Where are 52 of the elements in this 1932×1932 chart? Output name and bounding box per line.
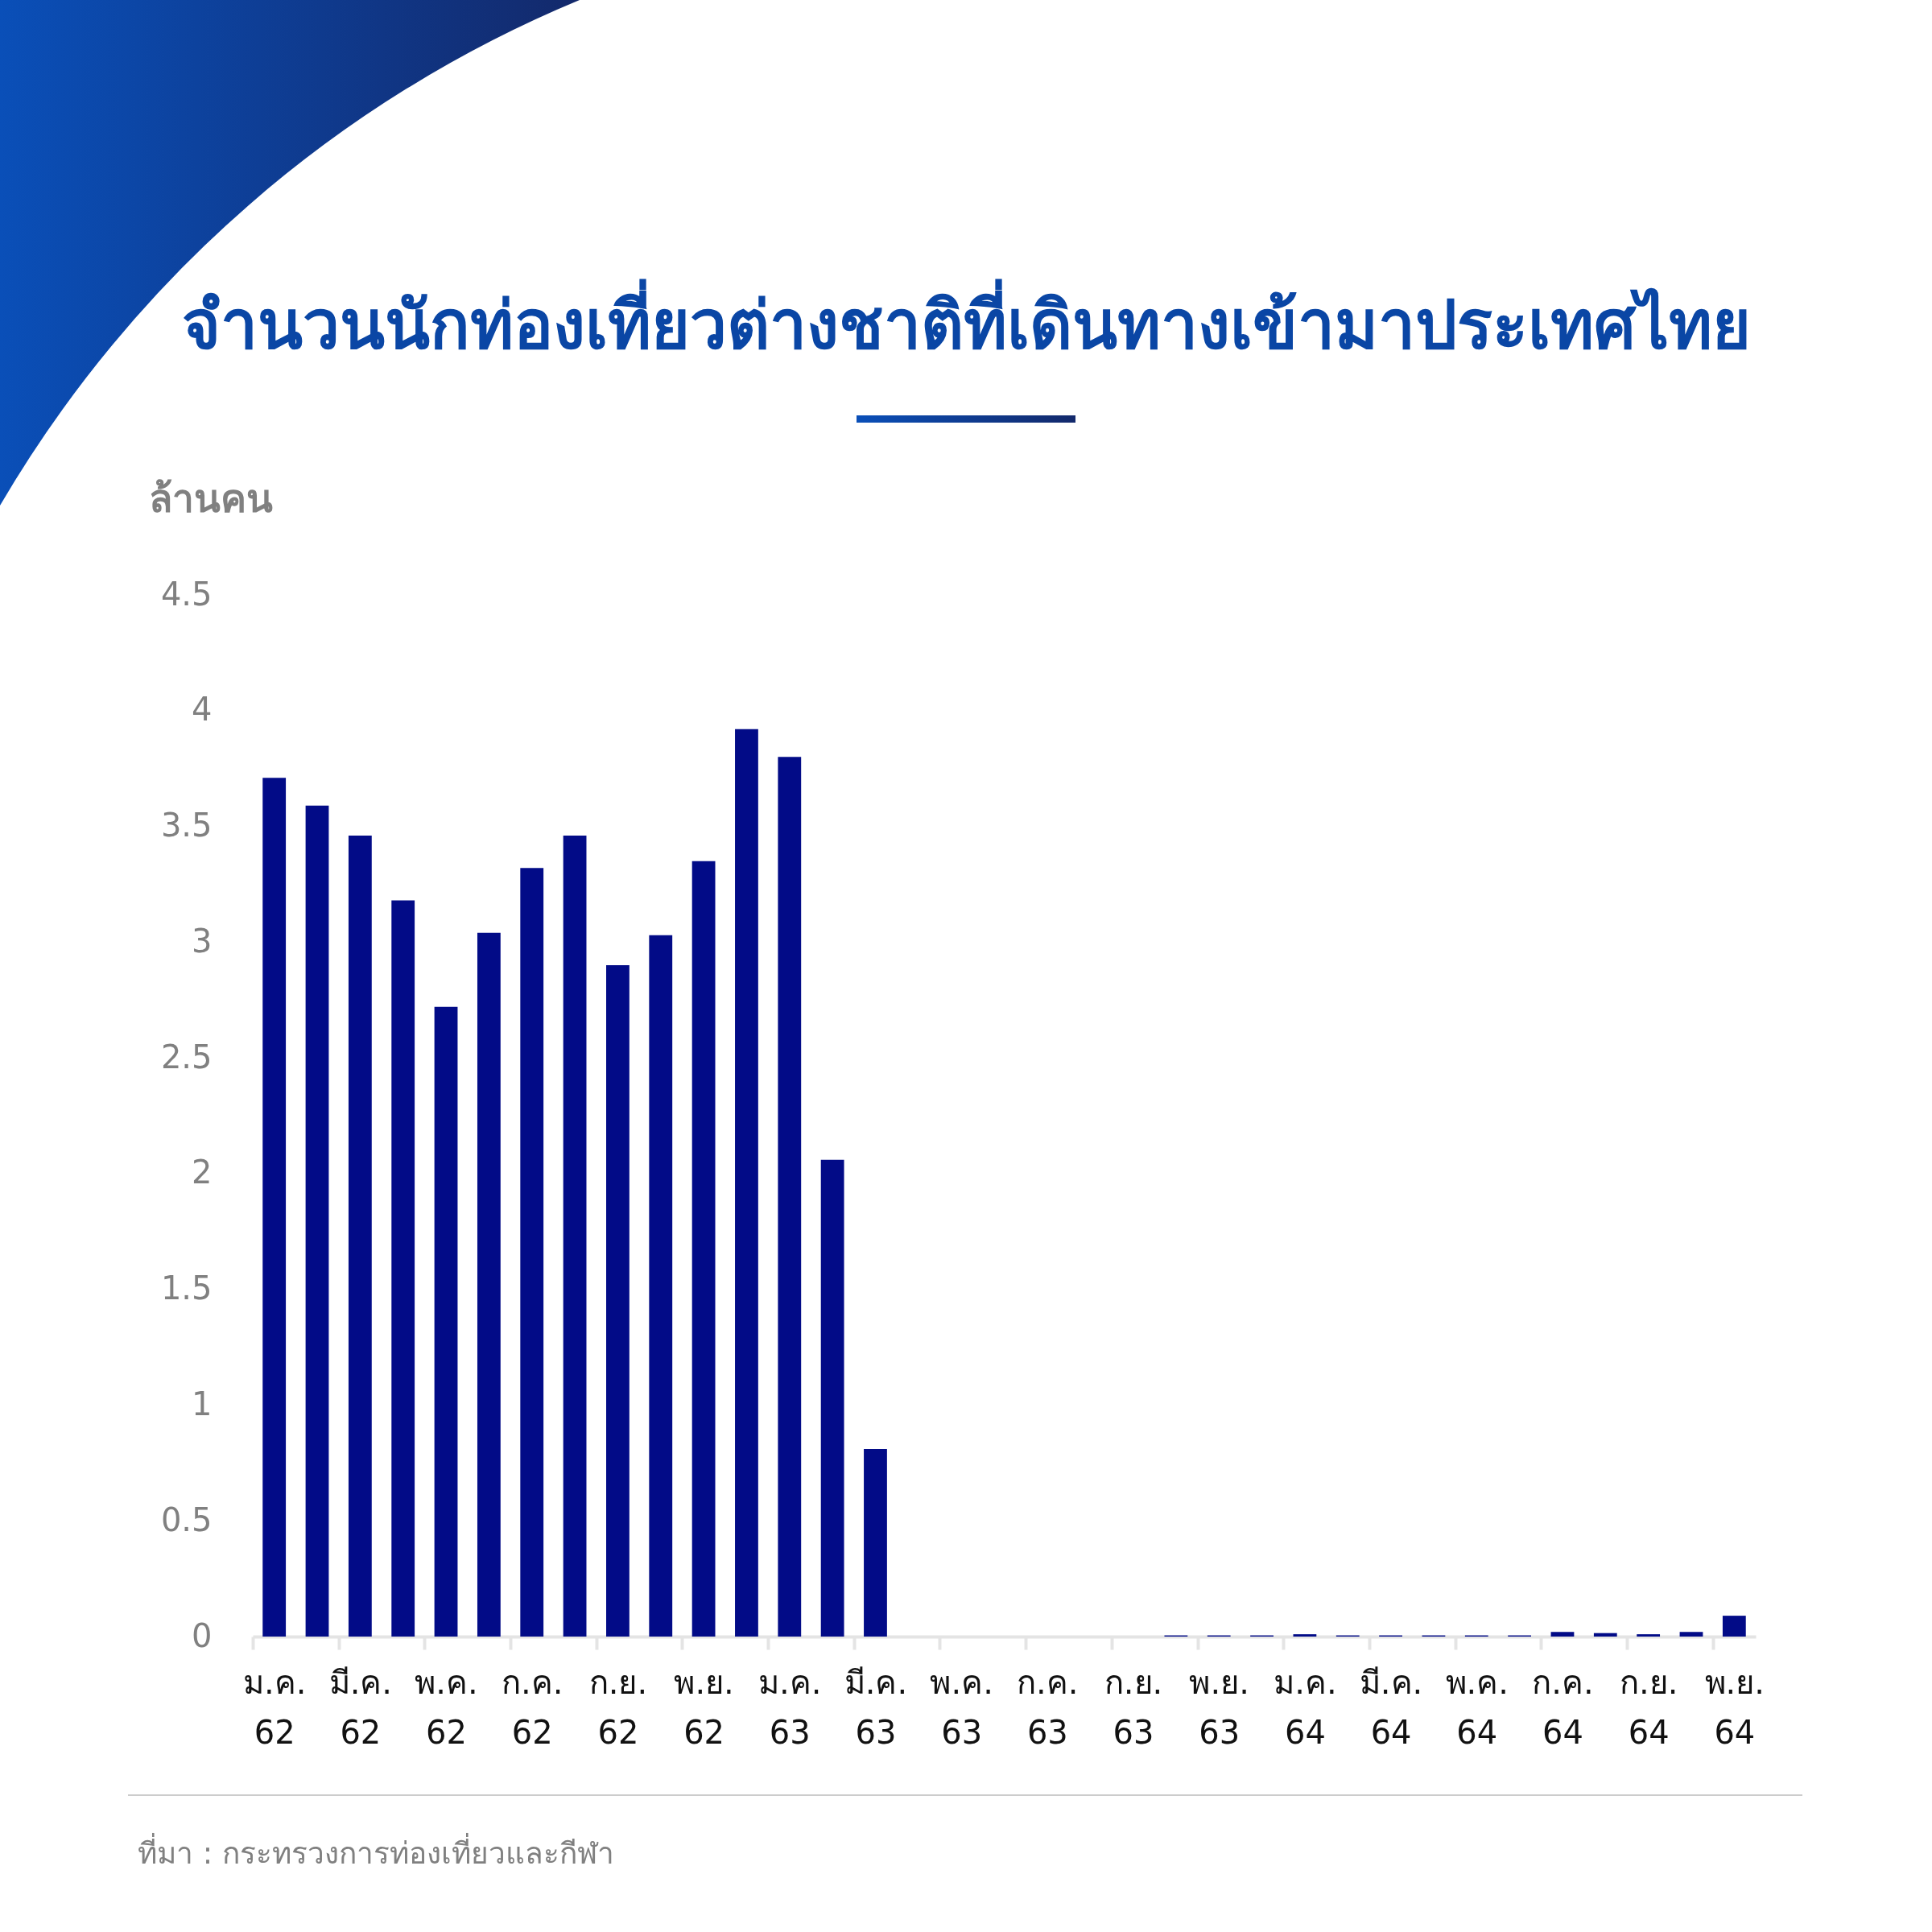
y-tick-label: 1: [192, 1385, 213, 1422]
x-tick-label: ม.ค. 63: [758, 1663, 822, 1751]
x-tick-label: พ.ย. 62: [674, 1663, 734, 1751]
bar: [262, 778, 287, 1637]
x-tick-label: พ.ค. 64: [1445, 1663, 1509, 1751]
bar: [1679, 1632, 1703, 1637]
bar: [606, 965, 630, 1637]
bar: [1550, 1632, 1575, 1637]
y-tick-label: 2.5: [160, 1038, 213, 1075]
bar: [1637, 1634, 1661, 1637]
x-tick-label: ก.ค. 63: [1017, 1663, 1079, 1751]
bar: [391, 900, 415, 1637]
bar: [1293, 1634, 1317, 1637]
bar: [735, 729, 758, 1637]
bar: [477, 932, 501, 1637]
bar: [778, 757, 802, 1637]
x-tick-label: พ.ย. 64: [1704, 1663, 1765, 1751]
y-tick-label: 0.5: [160, 1501, 213, 1538]
bar: [1722, 1616, 1746, 1637]
chart-title: จำนวนนักท่องเที่ยวต่างชาติที่เดินทางเข้ามาประเทศไทย: [180, 278, 1752, 365]
y-tick-label: 3: [192, 922, 213, 960]
bar: [520, 868, 544, 1637]
bar: [434, 1006, 458, 1637]
bar: [1593, 1633, 1617, 1637]
bar: [649, 935, 673, 1637]
bar: [348, 836, 372, 1637]
x-tick-label: ม.ค. 62: [242, 1663, 307, 1751]
x-tick-label: ก.ค. 62: [502, 1663, 564, 1751]
y-tick-label: 2: [192, 1154, 213, 1191]
y-tick-label: 3.5: [160, 807, 213, 844]
x-tick-label: มี.ค. 62: [328, 1663, 393, 1751]
x-tick-label: พ.ค. 63: [930, 1663, 993, 1751]
x-tick-label: มี.ค. 63: [844, 1663, 908, 1751]
y-tick-label: 1.5: [160, 1269, 213, 1307]
bar: [691, 861, 716, 1637]
bar: [563, 836, 587, 1637]
x-tick-label: พ.ย. 63: [1189, 1663, 1249, 1751]
x-tick-label: ก.ย. 64: [1619, 1663, 1678, 1751]
y-tick-label: 4: [192, 691, 213, 729]
bar: [864, 1449, 887, 1637]
bar: [820, 1159, 844, 1637]
y-tick-label: 0: [192, 1616, 213, 1654]
y-tick-label: 4.5: [160, 575, 213, 613]
y-axis-title: ล้านคน: [148, 475, 273, 521]
x-tick-label: ก.ค. 64: [1532, 1663, 1594, 1751]
x-tick-label: ม.ค. 64: [1274, 1663, 1337, 1751]
x-tick-label: พ.ค. 62: [415, 1663, 478, 1751]
text: ที่มา : กระทรวงการท่องเที่ยวและกีฬา: [138, 1832, 614, 1872]
x-tick-label: ก.ย. 63: [1104, 1663, 1163, 1751]
bar: [305, 805, 329, 1637]
x-tick-label: มี.ค. 64: [1359, 1663, 1423, 1751]
x-tick-label: ก.ย. 62: [588, 1663, 648, 1751]
